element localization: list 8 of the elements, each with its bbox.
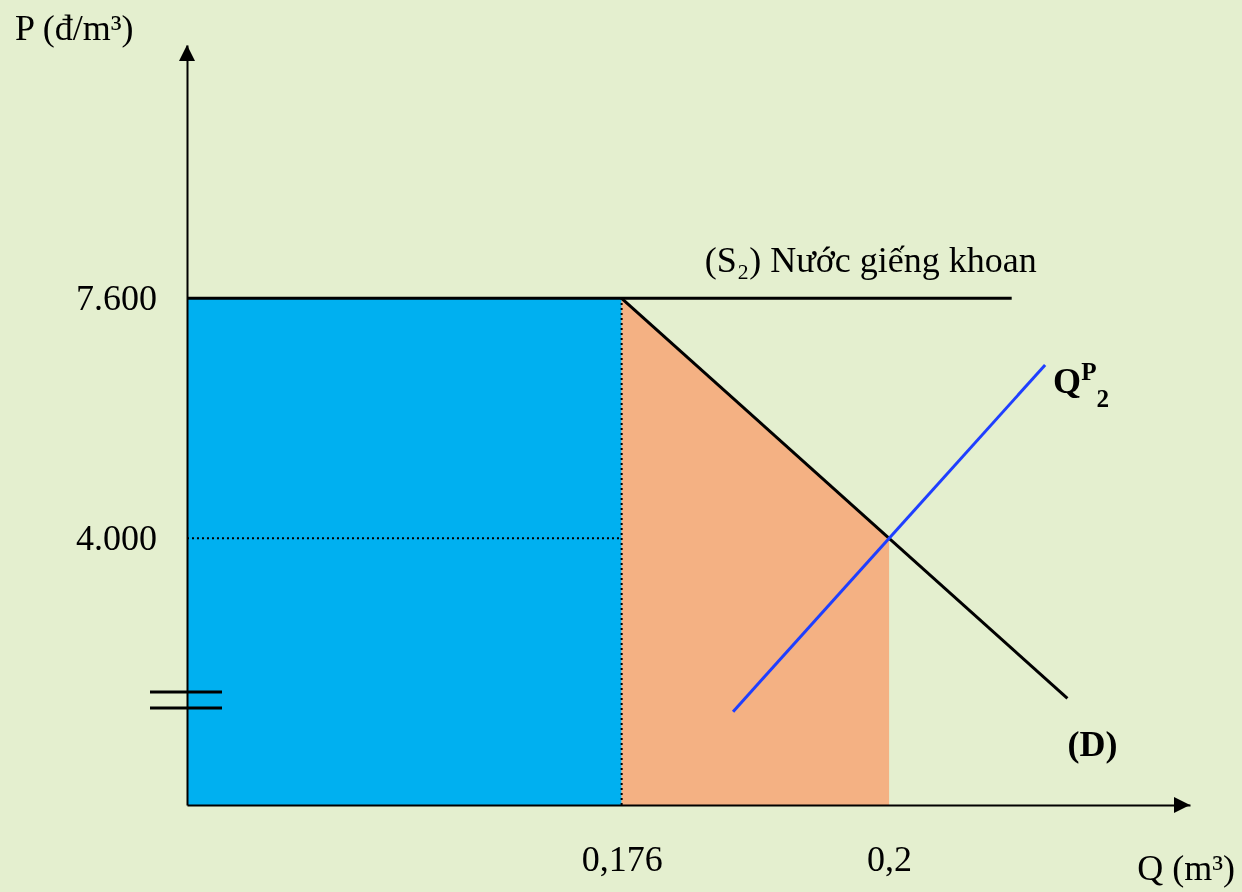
y-axis-title: P (đ/m³) xyxy=(15,8,134,48)
x-tick-label: 0,176 xyxy=(581,838,663,879)
y-tick-label: 7.600 xyxy=(76,278,157,319)
x-tick-label: 0,2 xyxy=(867,838,913,879)
series-label: (D) xyxy=(1067,724,1118,765)
x-axis-title: Q (m³) xyxy=(1137,848,1235,888)
series-label: (S₂) Nước giếng khoan xyxy=(704,240,1037,281)
y-tick-label: 4.000 xyxy=(76,518,157,559)
